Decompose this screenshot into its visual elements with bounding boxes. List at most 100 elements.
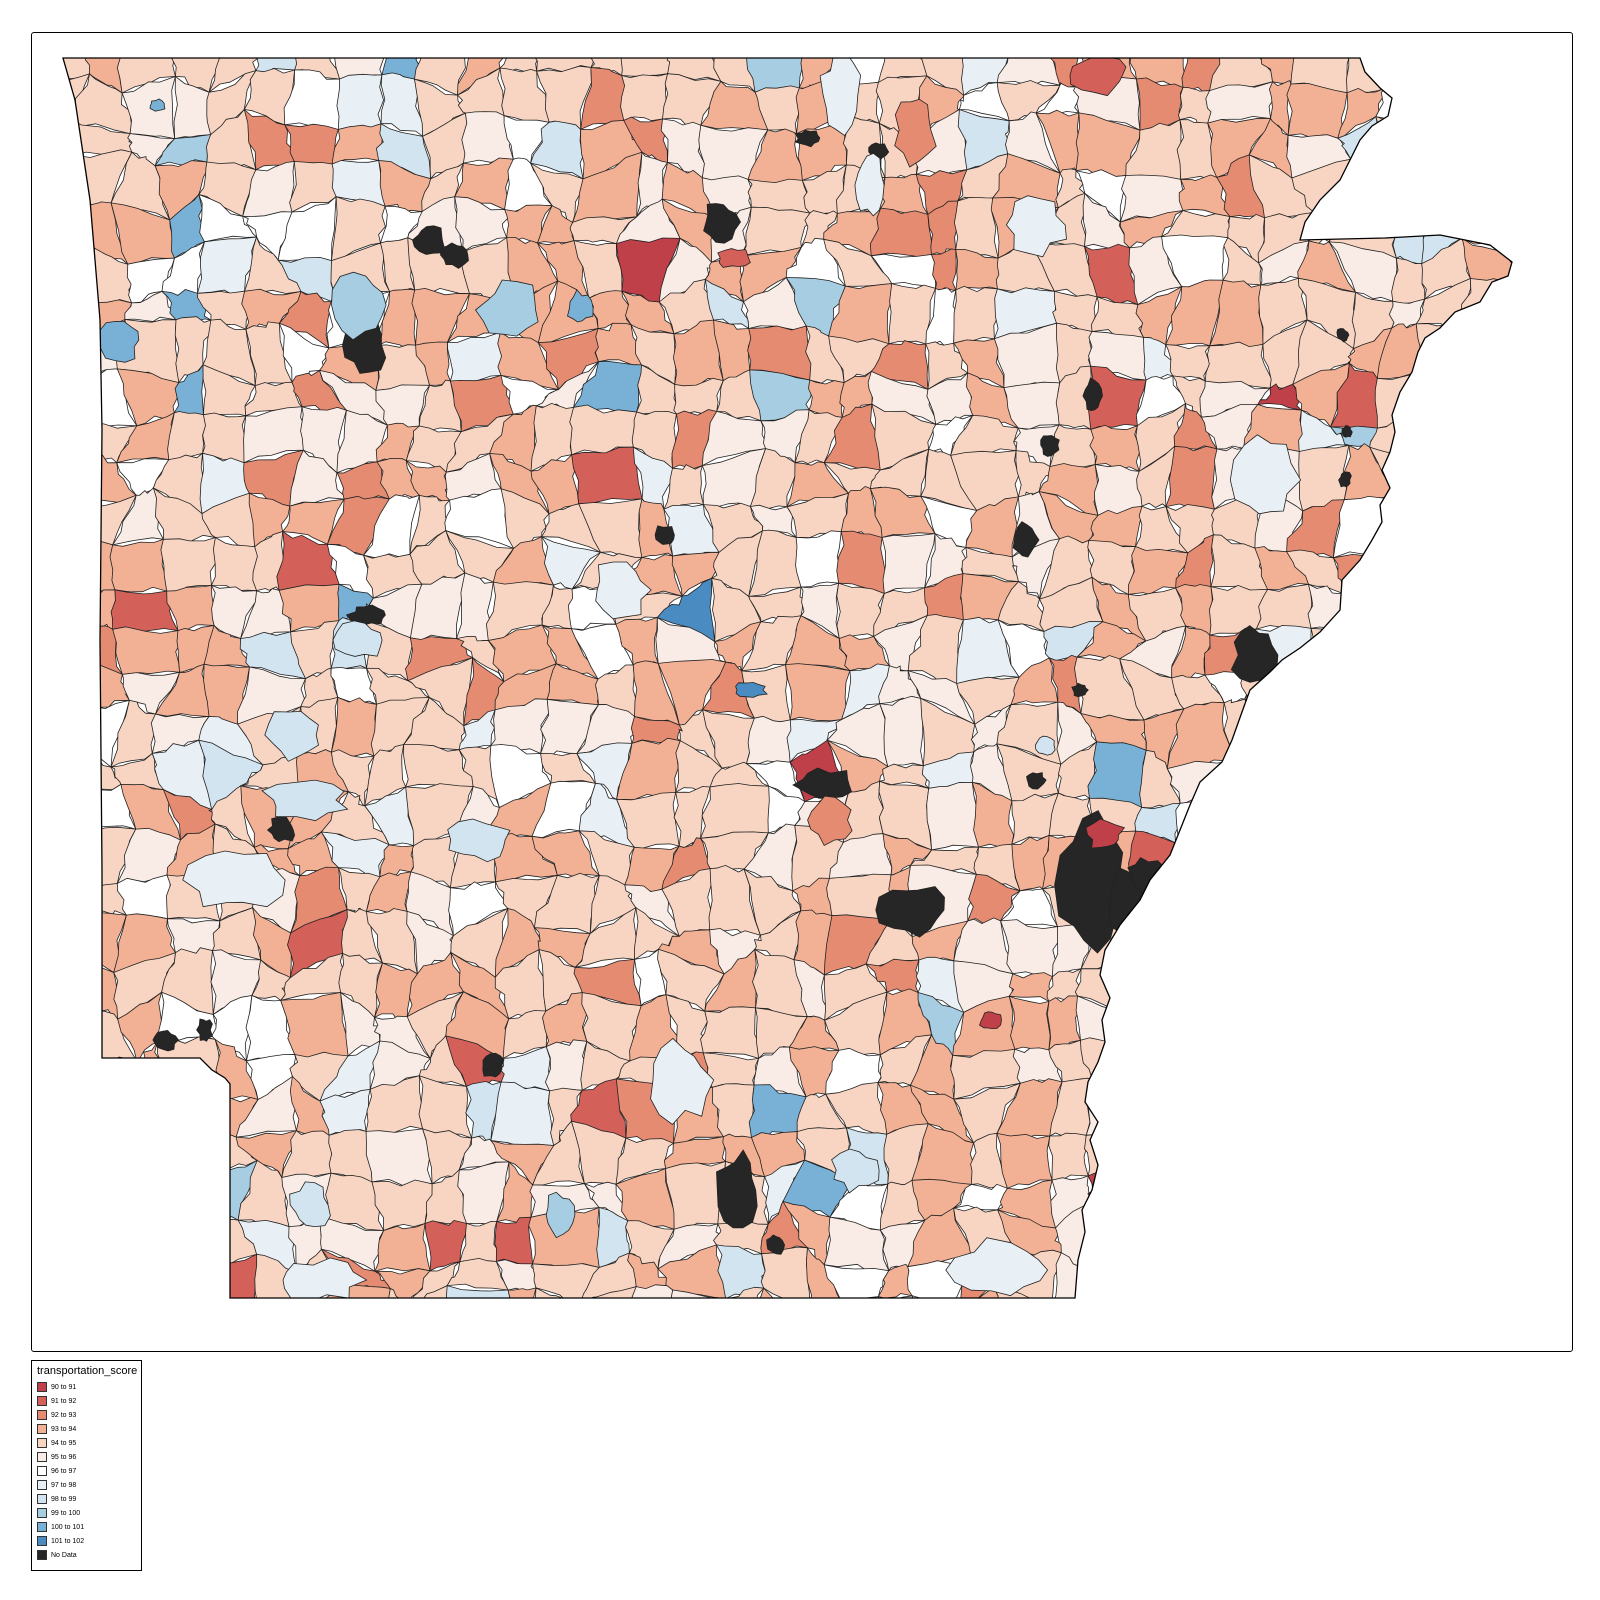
zcta-area[interactable] (1080, 1200, 1124, 1273)
zcta-area[interactable] (1552, 909, 1594, 972)
zcta-area[interactable] (567, 289, 594, 323)
zcta-area[interactable] (1087, 741, 1147, 808)
zcta-area[interactable] (446, 1285, 517, 1357)
zcta-area[interactable] (1384, 1079, 1420, 1125)
zcta-area[interactable] (1085, 1079, 1131, 1139)
zcta-area[interactable] (1379, 927, 1427, 971)
zcta-area[interactable] (407, 1331, 460, 1384)
zcta-area[interactable] (961, 1330, 1020, 1387)
zcta-area[interactable] (1008, 995, 1051, 1052)
zcta-area[interactable] (545, 1191, 576, 1239)
zcta-area[interactable] (1507, 1285, 1564, 1340)
zcta-area[interactable] (1204, 865, 1266, 938)
zcta-area[interactable] (819, 49, 862, 137)
zcta-area[interactable] (1300, 951, 1339, 1009)
zcta-area[interactable] (1161, 1177, 1216, 1230)
zcta-area[interactable] (1339, 1350, 1398, 1385)
no-data-area[interactable] (152, 1029, 180, 1052)
zcta-area[interactable] (330, 696, 377, 758)
zcta-area[interactable] (1505, 247, 1552, 289)
zcta-area[interactable] (1326, 1093, 1397, 1127)
zcta-area[interactable] (1496, 156, 1560, 214)
zcta-area[interactable] (1466, 703, 1522, 751)
zcta-area[interactable] (1554, 499, 1597, 544)
zcta-area[interactable] (37, 829, 79, 894)
zcta-area[interactable] (1413, 73, 1462, 140)
zcta-area[interactable] (1297, 996, 1337, 1052)
zcta-area[interactable] (1585, 1331, 1600, 1386)
zcta-area[interactable] (1412, 875, 1460, 931)
zcta-area[interactable] (1376, 547, 1415, 583)
zcta-area[interactable] (37, 1246, 95, 1291)
zcta-area[interactable] (794, 1342, 851, 1386)
zcta-area[interactable] (1411, 663, 1479, 720)
zcta-area[interactable] (40, 495, 75, 536)
zcta-area[interactable] (203, 1296, 265, 1350)
zcta-area[interactable] (1296, 1046, 1335, 1104)
zcta-area[interactable] (1210, 1161, 1251, 1231)
zcta-area[interactable] (1418, 1116, 1481, 1190)
zcta-area[interactable] (1546, 1244, 1596, 1302)
zcta-area[interactable] (1332, 996, 1397, 1058)
zcta-area[interactable] (1501, 539, 1565, 582)
zcta-area[interactable] (760, 1246, 810, 1313)
zcta-area[interactable] (1423, 631, 1476, 677)
zcta-area[interactable] (342, 1284, 391, 1331)
zcta-area[interactable] (73, 589, 117, 631)
zcta-area[interactable] (744, 37, 806, 93)
zcta-area[interactable] (1034, 735, 1056, 756)
zcta-area[interactable] (1494, 1002, 1555, 1063)
no-data-area[interactable] (345, 604, 386, 626)
zcta-area[interactable] (66, 1162, 124, 1221)
zcta-area[interactable] (1368, 1170, 1434, 1231)
zcta-area[interactable] (69, 1095, 140, 1143)
zcta-area[interactable] (1413, 581, 1481, 638)
zcta-area[interactable] (37, 1214, 79, 1272)
zcta-area[interactable] (544, 1039, 588, 1095)
zcta-area[interactable] (700, 1006, 761, 1059)
zcta-area[interactable] (1244, 1213, 1312, 1263)
zcta-area[interactable] (945, 1237, 1049, 1297)
zcta-area[interactable] (1346, 157, 1393, 205)
zcta-area[interactable] (1158, 1082, 1225, 1137)
zcta-area[interactable] (1455, 1207, 1512, 1261)
zcta-area[interactable] (1495, 197, 1551, 255)
zcta-area[interactable] (1502, 88, 1549, 135)
zcta-area[interactable] (1119, 1093, 1187, 1137)
zcta-area[interactable] (1265, 1002, 1303, 1052)
zcta-area[interactable] (1413, 38, 1465, 96)
zcta-area[interactable] (365, 1128, 433, 1186)
zcta-area[interactable] (284, 123, 339, 166)
zcta-area[interactable] (1209, 1046, 1269, 1091)
no-data-area[interactable] (412, 225, 445, 255)
zcta-area[interactable] (1130, 964, 1188, 1019)
zcta-area[interactable] (38, 955, 96, 1008)
zcta-area[interactable] (1455, 37, 1512, 92)
zcta-area[interactable] (1541, 1338, 1594, 1384)
no-data-area[interactable] (875, 886, 945, 938)
zcta-area[interactable] (152, 1124, 217, 1174)
zcta-area[interactable] (1165, 957, 1230, 1015)
zcta-area[interactable] (1415, 323, 1460, 378)
zcta-area[interactable] (1344, 579, 1378, 625)
zcta-area[interactable] (40, 999, 96, 1057)
zcta-area[interactable] (1244, 698, 1307, 762)
zcta-area[interactable] (459, 1220, 500, 1263)
zcta-area[interactable] (1328, 1170, 1378, 1208)
zcta-area[interactable] (385, 1331, 417, 1384)
zcta-area[interactable] (448, 1331, 516, 1387)
zcta-area[interactable] (1090, 1335, 1142, 1388)
zcta-area[interactable] (1455, 830, 1506, 894)
zcta-area[interactable] (1590, 251, 1600, 289)
zcta-area[interactable] (112, 626, 181, 675)
zcta-area[interactable] (1417, 952, 1462, 1007)
zcta-area[interactable] (620, 1284, 674, 1358)
zcta-area[interactable] (115, 1119, 178, 1168)
zcta-area[interactable] (1498, 871, 1553, 936)
zcta-area[interactable] (1496, 1162, 1556, 1210)
zcta-area[interactable] (1504, 614, 1557, 674)
zcta-area[interactable] (1392, 1035, 1425, 1095)
zcta-area[interactable] (1410, 823, 1462, 886)
zcta-area[interactable] (1119, 1210, 1173, 1265)
